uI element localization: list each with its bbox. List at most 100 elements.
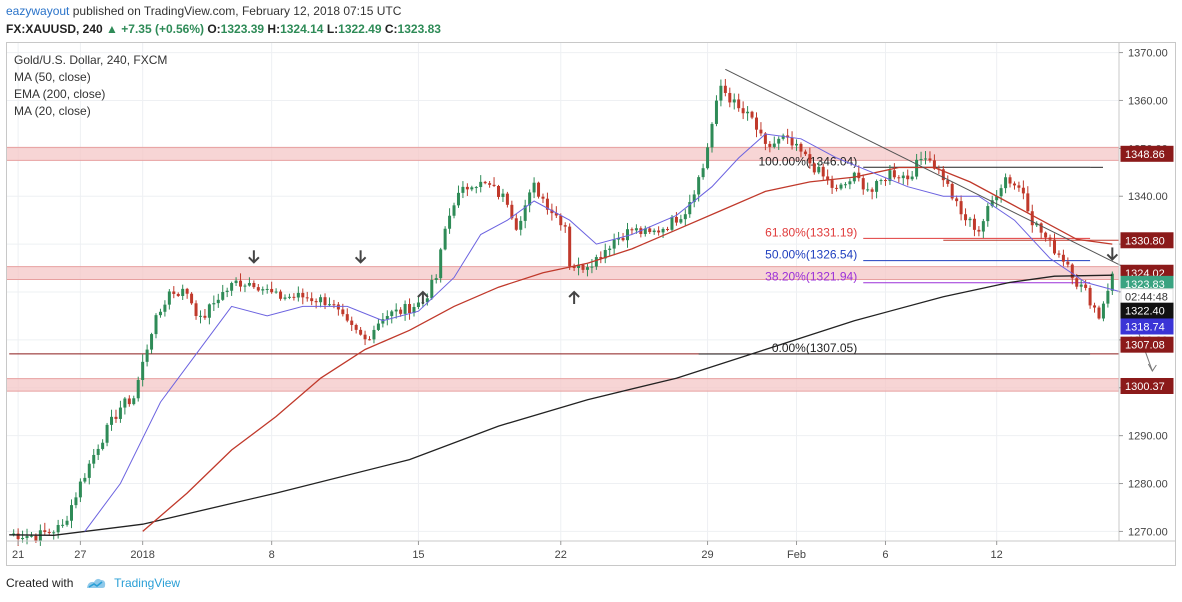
candle-body [190, 293, 194, 304]
candle-body [901, 175, 905, 179]
candle [87, 460, 91, 485]
candle [212, 295, 216, 311]
candle [657, 226, 661, 236]
candle [666, 226, 670, 232]
candle-body [875, 181, 879, 192]
candle [759, 122, 763, 137]
candle-body [915, 159, 919, 177]
publisher-username[interactable]: eazywayout [6, 4, 70, 18]
candle [198, 310, 202, 324]
candle [1088, 285, 1092, 309]
candle [554, 206, 558, 219]
candle [1053, 233, 1057, 256]
candle-body [327, 304, 331, 306]
candle [1017, 181, 1021, 192]
candle-body [221, 292, 225, 300]
candle-body [906, 175, 910, 180]
candle-body [1106, 290, 1110, 304]
candle-body [981, 221, 985, 232]
candle-body [332, 304, 336, 306]
candle-body [203, 315, 207, 318]
candle-body [145, 349, 149, 362]
candle [608, 245, 612, 257]
candle-body [465, 186, 469, 190]
candle [105, 422, 109, 447]
candle-body [883, 180, 887, 182]
tradingview-brand-link[interactable]: TradingView [114, 576, 181, 590]
candle [505, 191, 509, 208]
candle-body [537, 182, 541, 197]
chart-pane[interactable]: 100.00%(1346.04) 61.80%(1331.19) 50.00%(13… [6, 42, 1176, 566]
candle-body [732, 99, 736, 103]
candle-body [399, 309, 403, 314]
candle-body [1004, 177, 1008, 189]
candle [692, 190, 696, 208]
candle-body [972, 218, 976, 230]
candle [519, 216, 523, 236]
candle [537, 181, 541, 199]
candle-body [790, 137, 794, 146]
candle-body [301, 292, 305, 298]
time-tick-label: 2018 [130, 549, 154, 561]
candle-body [866, 189, 870, 191]
legend-ema200[interactable]: EMA (200, close) [14, 87, 106, 101]
candle [96, 444, 100, 461]
candle-body [252, 282, 256, 288]
candle-body [319, 297, 323, 303]
price-tick-label: 1360.00 [1128, 95, 1168, 107]
time-tick-label: 27 [74, 549, 86, 561]
candle-body [879, 180, 883, 182]
grid-lines [7, 43, 1119, 541]
price-chart[interactable]: 100.00%(1346.04) 61.80%(1331.19) 50.00%(13… [7, 43, 1175, 565]
candle [812, 162, 816, 175]
candle [283, 294, 287, 301]
candle-body [172, 291, 176, 294]
legend-ma20[interactable]: MA (20, close) [14, 104, 91, 118]
candle-body [350, 320, 354, 325]
candle [150, 332, 154, 354]
candle-body [519, 220, 523, 230]
price-tick-label: 1340.00 [1128, 191, 1168, 203]
candle [1026, 186, 1030, 213]
candle [563, 222, 567, 233]
candle [372, 325, 376, 344]
candle [808, 147, 812, 169]
descending-trendline [725, 68, 1122, 267]
candle-body [995, 196, 999, 201]
candle-body [964, 214, 968, 221]
candle-body [1084, 284, 1088, 288]
price-tick-label: 1370.00 [1128, 48, 1168, 60]
legend-ma50[interactable]: MA (50, close) [14, 70, 91, 84]
candle [83, 473, 87, 484]
candle [577, 257, 581, 276]
candle [955, 195, 959, 207]
candle-body [528, 192, 532, 206]
candle [265, 284, 269, 294]
candle [314, 298, 318, 309]
candle-body [65, 520, 69, 525]
candle-body [1021, 187, 1025, 194]
candle [301, 288, 305, 305]
time-tick-label: 21 [12, 549, 24, 561]
candle-body [1093, 305, 1097, 308]
candle-body [461, 186, 465, 193]
chart-legend: Gold/U.S. Dollar, 240, FXCM MA (50, clos… [14, 52, 167, 120]
candle-body [416, 302, 420, 308]
ema200-line [9, 274, 1113, 536]
candle-body [1070, 264, 1074, 279]
candle-body [368, 339, 372, 341]
candle [643, 225, 647, 237]
candle [439, 247, 443, 283]
candle-body [1017, 185, 1021, 188]
candle-body [1012, 183, 1016, 186]
candle-body [919, 158, 923, 160]
candle-body [256, 287, 260, 291]
candle-body [630, 229, 634, 231]
tradingview-logo-icon[interactable] [85, 576, 107, 593]
candle [456, 185, 460, 208]
ma20-line [84, 133, 1122, 532]
candle-body [723, 85, 727, 93]
candle [279, 289, 283, 301]
candle [221, 284, 225, 301]
candle [92, 449, 96, 469]
